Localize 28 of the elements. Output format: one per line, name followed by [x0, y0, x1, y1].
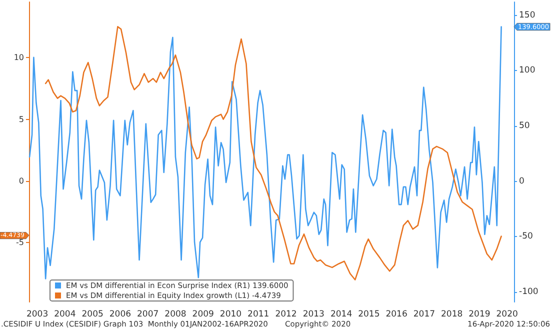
- x-tick-label: 2006: [109, 310, 132, 320]
- y-tick-label: 5: [18, 114, 24, 124]
- x-tick-label: 2003: [26, 310, 48, 320]
- y2-tick-label: -100: [519, 287, 538, 298]
- x-tick-label: 2016: [386, 310, 408, 320]
- x-tick-label: 2010: [220, 310, 242, 320]
- x-tick-label: 2011: [248, 310, 270, 320]
- x-tick-label: 2013: [302, 310, 324, 320]
- x-tick-label: 2017: [413, 310, 436, 320]
- x-tick-label: 2012: [275, 310, 297, 320]
- y-tick-label: 10: [14, 53, 24, 62]
- x-tick-label: 2009: [192, 310, 214, 320]
- y-tick-label: -5: [16, 238, 24, 248]
- y2-tick-label: 0: [519, 176, 524, 186]
- x-tick-label: 2004: [54, 310, 76, 320]
- x-tick-label: 2008: [164, 310, 186, 320]
- y2-tick-label: 150: [519, 10, 536, 20]
- x-tick-label: 2019: [468, 310, 490, 320]
- y2-tick-label: 100: [519, 66, 536, 76]
- x-tick-label: 2020: [496, 310, 518, 320]
- x-tick-label: 2007: [137, 310, 159, 320]
- y-tick-label: 0: [18, 176, 24, 186]
- x-tick-label: 2018: [441, 310, 463, 320]
- x-tick-label: 2015: [358, 310, 380, 320]
- y2-tick-label: 50: [519, 120, 530, 131]
- x-tick-label: 2014: [330, 310, 352, 320]
- x-tick-label: 2005: [82, 310, 104, 320]
- y2-tick-label: -50: [519, 232, 533, 242]
